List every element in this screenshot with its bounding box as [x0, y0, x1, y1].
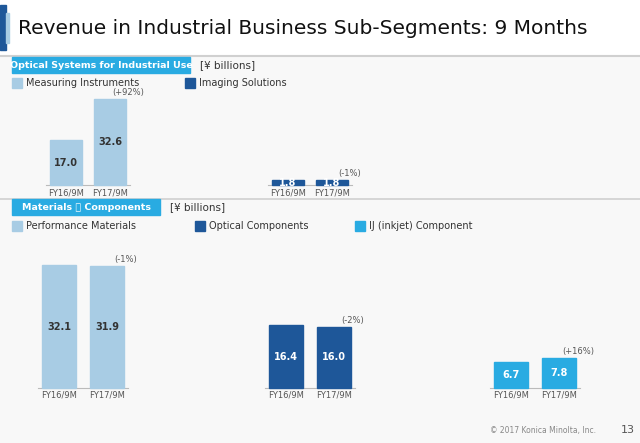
- Text: [¥ billions]: [¥ billions]: [170, 202, 225, 212]
- Text: Performance Materials: Performance Materials: [26, 221, 136, 231]
- Text: FY17/9M: FY17/9M: [314, 188, 350, 197]
- Text: (+16%): (+16%): [562, 347, 594, 356]
- Bar: [42, 265, 76, 388]
- Bar: [542, 358, 576, 388]
- Text: 6.7: 6.7: [502, 370, 520, 380]
- Bar: [195, 221, 205, 231]
- Text: (+92%): (+92%): [112, 88, 144, 97]
- Text: Measuring Instruments: Measuring Instruments: [26, 78, 140, 88]
- Text: 31.9: 31.9: [95, 322, 119, 332]
- Text: FY16/9M: FY16/9M: [493, 391, 529, 400]
- Text: 16.4: 16.4: [274, 352, 298, 361]
- Bar: [94, 99, 126, 185]
- Text: 32.6: 32.6: [98, 137, 122, 147]
- Text: 1.8: 1.8: [323, 178, 340, 188]
- Bar: [269, 325, 303, 388]
- Bar: [355, 221, 365, 231]
- Bar: [0, 0, 640, 55]
- Text: FY17/9M: FY17/9M: [89, 391, 125, 400]
- Text: (-2%): (-2%): [342, 316, 364, 325]
- Bar: [12, 221, 22, 231]
- Bar: [50, 140, 82, 185]
- Text: FY17/9M: FY17/9M: [316, 391, 352, 400]
- Text: 17.0: 17.0: [54, 158, 78, 167]
- Text: FY16/9M: FY16/9M: [270, 188, 306, 197]
- Text: 16.0: 16.0: [322, 353, 346, 362]
- Text: FY16/9M: FY16/9M: [268, 391, 304, 400]
- Text: (-1%): (-1%): [339, 169, 362, 178]
- Bar: [317, 327, 351, 388]
- Bar: [316, 180, 348, 185]
- Text: FY17/9M: FY17/9M: [541, 391, 577, 400]
- Text: [¥ billions]: [¥ billions]: [200, 60, 255, 70]
- Text: Materials ・ Components: Materials ・ Components: [22, 202, 150, 211]
- Bar: [90, 266, 124, 388]
- Bar: [494, 362, 528, 388]
- Text: FY16/9M: FY16/9M: [41, 391, 77, 400]
- Bar: [12, 199, 160, 215]
- Bar: [12, 78, 22, 88]
- Text: 13: 13: [621, 425, 635, 435]
- Text: 32.1: 32.1: [47, 322, 71, 332]
- Text: IJ (inkjet) Component: IJ (inkjet) Component: [369, 221, 472, 231]
- Bar: [272, 180, 304, 185]
- Text: FY16/9M: FY16/9M: [48, 188, 84, 197]
- Bar: [6, 13, 9, 43]
- Text: FY17/9M: FY17/9M: [92, 188, 128, 197]
- Text: 7.8: 7.8: [550, 368, 568, 378]
- Text: Optical Components: Optical Components: [209, 221, 308, 231]
- Text: Imaging Solutions: Imaging Solutions: [199, 78, 287, 88]
- Text: 1.8: 1.8: [279, 178, 297, 188]
- Bar: [185, 78, 195, 88]
- Text: Revenue in Industrial Business Sub-Segments: 9 Months: Revenue in Industrial Business Sub-Segme…: [18, 19, 588, 38]
- Text: Optical Systems for Industrial Use: Optical Systems for Industrial Use: [10, 61, 193, 70]
- Bar: [0, 199, 640, 443]
- Text: (-1%): (-1%): [115, 255, 138, 264]
- Text: © 2017 Konica Minolta, Inc.: © 2017 Konica Minolta, Inc.: [490, 426, 596, 435]
- Bar: [0, 56, 640, 198]
- Bar: [12, 57, 190, 73]
- Bar: [0, 5, 6, 50]
